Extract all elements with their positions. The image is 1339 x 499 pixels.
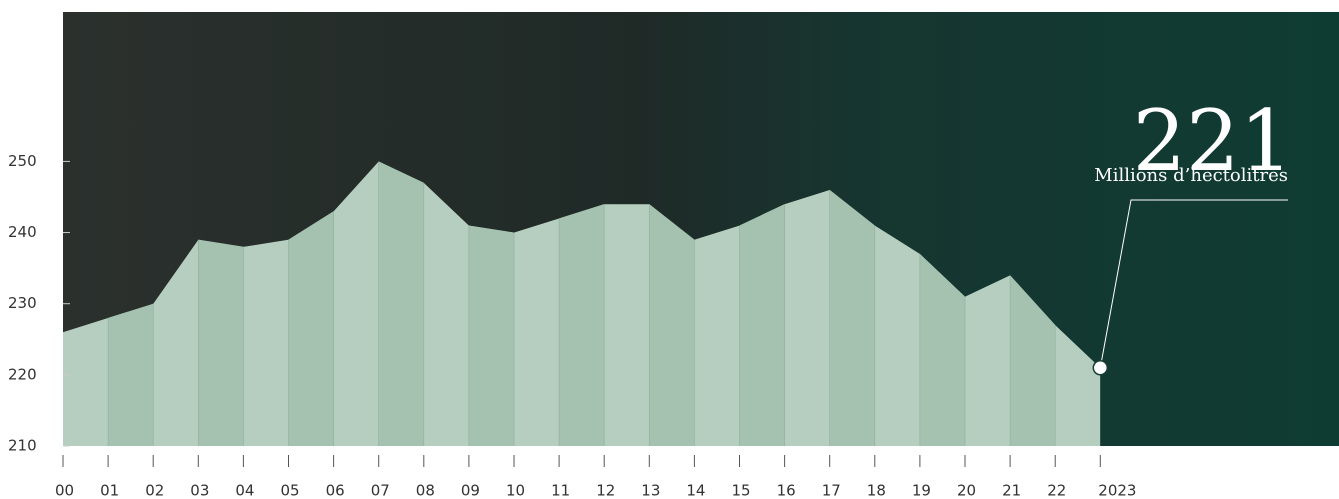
y-tick-label: 230 [8, 294, 37, 312]
y-tick-label: 240 [8, 223, 37, 241]
x-tick-label: 07 [371, 482, 390, 499]
x-tick-label: 15 [732, 482, 751, 499]
y-tick-label: 250 [8, 152, 37, 170]
x-tick-label: 19 [912, 482, 931, 499]
x-tick-label: 20 [957, 482, 976, 499]
y-tick-label: 210 [8, 437, 37, 455]
x-tick-label: 08 [416, 482, 435, 499]
x-tick-label: 10 [506, 482, 525, 499]
band [378, 161, 424, 446]
x-tick-label: 18 [867, 482, 886, 499]
x-tick-label: 03 [190, 482, 209, 499]
x-tick-label: 09 [461, 482, 480, 499]
x-tick-label: 04 [235, 482, 254, 499]
x-tick-label: 17 [822, 482, 841, 499]
y-tick-label: 220 [8, 365, 37, 383]
x-tick-label: 11 [551, 482, 570, 499]
x-tick-label: 14 [686, 482, 705, 499]
x-tick-label: 02 [145, 482, 164, 499]
unit-label: Millions d’hectolitres [1094, 165, 1288, 186]
x-tick-label: 2023 [1098, 482, 1136, 499]
x-tick-label: 00 [55, 482, 74, 499]
x-tick-label: 06 [326, 482, 345, 499]
x-tick-label: 05 [281, 482, 300, 499]
x-tick-label: 22 [1047, 482, 1066, 499]
x-tick-label: 21 [1002, 482, 1021, 499]
last-value-label: 221 [1133, 92, 1293, 190]
last-point [1092, 359, 1109, 376]
x-tick-label: 13 [641, 482, 660, 499]
x-tick-label: 12 [596, 482, 615, 499]
x-tick-label: 01 [100, 482, 119, 499]
x-tick-label: 16 [777, 482, 796, 499]
leader-line [1099, 199, 1288, 368]
